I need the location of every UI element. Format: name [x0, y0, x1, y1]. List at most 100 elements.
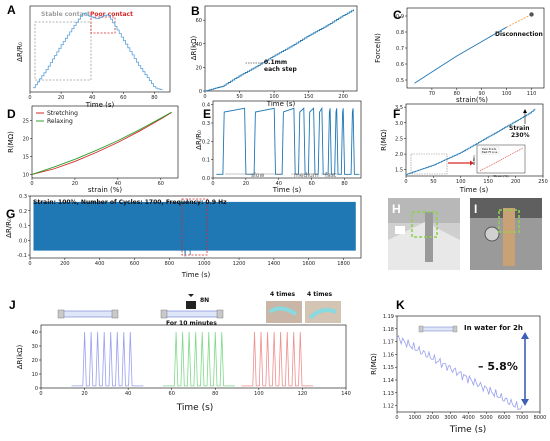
y-tick-label: 20 [32, 358, 38, 364]
x-tick-label: 40 [115, 181, 121, 187]
x-ticks: 0 20 40 60 80 100 120 140 [39, 388, 351, 397]
inset-xlabel: Strain (%) [493, 174, 508, 178]
x-ticks: 0 20 40 60 80 [28, 92, 158, 101]
y-tick-label: 60 [196, 18, 202, 24]
y-tick-label: 1.17 [383, 340, 394, 346]
photo-h-box [411, 211, 438, 238]
sensor-icon [418, 325, 458, 333]
y-ticks: 1.5 2.0 2.5 3.0 3.5 [395, 105, 406, 174]
inset-fit-line [479, 147, 524, 172]
y-tick-label: 1.16 [383, 352, 394, 358]
y-ticks: 0.5 0.6 0.7 0.8 0.9 [396, 14, 407, 84]
panel-a: A Stable contact Poor contact ΔR/R₀ Time… [7, 3, 171, 109]
photo-i-sample [503, 208, 515, 266]
plot-area [406, 7, 545, 89]
y-tick-label: 0.2 [202, 139, 210, 145]
y-tick-label: 0.1 [202, 158, 210, 164]
inset-ylabel: R(MΩ) [472, 155, 476, 164]
x-tick-label: 90 [479, 91, 485, 97]
series-line-f [406, 108, 536, 175]
y-tick-label: 2.0 [395, 152, 403, 158]
panel-e: E slow medium fast ΔR/R₀ Time (s) 0 20 40 6… [195, 100, 362, 194]
panel-g: G Strain: 100%, Number of Cycles: 1700, … [5, 194, 362, 279]
y-tick-label: 0.0 [19, 238, 27, 244]
ann-water: In water for 2h [464, 324, 523, 332]
photo-i-box [498, 209, 520, 233]
x-tick-label: 3000 [444, 415, 457, 421]
x-tick-label: 1800 [337, 261, 350, 267]
x-tick-label: 0 [404, 179, 407, 185]
x-tick-label: 40 [125, 391, 131, 397]
series-line-j-3 [241, 331, 314, 387]
y-axis-label: ΔR(kΩ) [16, 344, 24, 369]
x-axis-label: Time (s) [459, 186, 489, 194]
photo-fold-2-sample [308, 308, 337, 320]
extrapolation-line [506, 13, 532, 28]
zoom-box [410, 153, 448, 175]
x-tick-label: 150 [304, 94, 314, 100]
x-axis-label: strain(%) [456, 96, 488, 104]
ann-force: 8N [200, 297, 209, 304]
panel-label-e: E [203, 107, 211, 121]
inset-legend-points: Data Points [482, 147, 497, 151]
series-line-a [33, 12, 163, 91]
ann-step: 0.1mm [264, 59, 287, 66]
y-tick-label: 20 [23, 136, 29, 142]
y-tick-label: 0.6 [396, 62, 404, 68]
y-tick-label: 0.5 [396, 78, 404, 84]
panel-i: I [470, 198, 542, 270]
x-tick-label: 80 [151, 95, 157, 101]
y-tick-label: 1.18 [383, 327, 394, 333]
y-ticks: 10 15 20 25 [23, 118, 32, 178]
y-tick-label: 3.0 [395, 121, 403, 127]
y-tick-label: 10 [32, 372, 38, 378]
y-axis-label: R(MΩ) [380, 129, 388, 151]
strain-arrowhead [523, 109, 527, 113]
label-medium: medium [294, 172, 319, 179]
panel-b: B 0.1mm each step ΔR(kΩ) Time (s) 0 50 100… [190, 4, 358, 108]
x-tick-label: 0 [28, 95, 31, 101]
x-axis-label: strain (%) [88, 186, 123, 194]
x-tick-label: 60 [169, 391, 175, 397]
x-tick-label: 80 [341, 181, 347, 187]
y-tick-label: 0.7 [396, 46, 404, 52]
x-tick-label: 0 [211, 181, 214, 187]
legend: Stretching Relaxing [36, 110, 78, 125]
y-tick-label: 1.5 [395, 168, 403, 174]
series-line-stretching [31, 112, 172, 175]
y-tick-label: 10 [23, 172, 29, 178]
y-axis-label: Force(N) [374, 33, 382, 63]
photo-h-device [388, 222, 460, 270]
plot-area [405, 103, 544, 177]
x-tick-label: 20 [58, 95, 64, 101]
ann-strain: Strain [509, 125, 530, 132]
y-axis-label: ΔR/R₀ [5, 218, 13, 238]
y-tick-label: 0.4 [202, 103, 210, 109]
plot-area [40, 324, 347, 389]
x-ticks: 0 50 100 150 200 250 [404, 176, 548, 185]
y-tick-label: 3.5 [395, 105, 403, 111]
x-tick-label: 200 [511, 179, 521, 185]
panel-label-h: H [392, 202, 401, 216]
x-tick-label: 50 [430, 179, 436, 185]
x-tick-label: 600 [130, 261, 140, 267]
y-axis-label: R(MΩ) [370, 353, 378, 375]
cycle-spike [182, 198, 191, 257]
ann-duration: For 10 minutes [166, 320, 217, 327]
x-tick-label: 0 [39, 391, 42, 397]
change-arrowhead-top [521, 332, 529, 339]
series-line-relaxing [31, 111, 172, 175]
panel-c: C Disconnection Force(N) strain(%) 70 80 9… [374, 7, 545, 104]
x-axis-label: Time (s) [266, 100, 296, 108]
inset-legend [480, 146, 500, 155]
x-tick-label: 5000 [480, 415, 493, 421]
change-arrowhead-bottom [521, 399, 529, 406]
x-ticks: 0 20 40 60 [30, 178, 164, 187]
y-ticks: 1.12 1.13 1.14 1.15 1.16 1.17 1.18 1.19 [383, 314, 397, 410]
y-tick-label: 0.0 [202, 176, 210, 182]
y-tick-label: 1.15 [383, 365, 394, 371]
disconnection-point [529, 12, 534, 17]
x-tick-label: 7000 [516, 415, 529, 421]
sensor-icon [57, 309, 119, 319]
stable-box [34, 21, 92, 81]
